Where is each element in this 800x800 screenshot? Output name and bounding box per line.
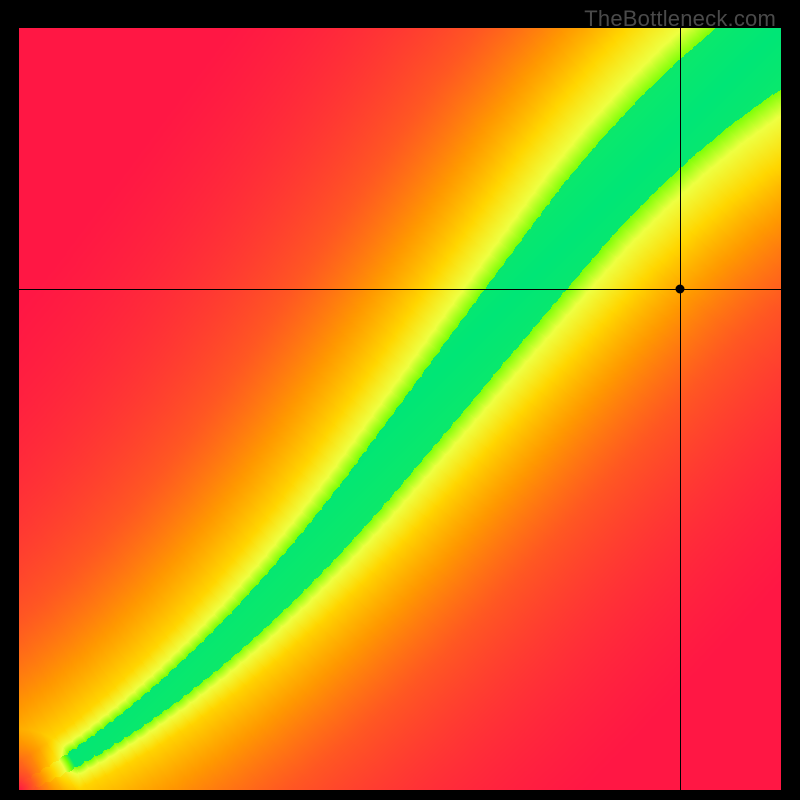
heatmap-canvas	[19, 28, 781, 790]
crosshair-horizontal	[19, 289, 781, 290]
watermark-text: TheBottleneck.com	[584, 6, 776, 32]
marker-dot	[675, 285, 684, 294]
plot-area	[19, 28, 781, 790]
crosshair-vertical	[680, 28, 681, 790]
plot-frame	[19, 28, 781, 790]
